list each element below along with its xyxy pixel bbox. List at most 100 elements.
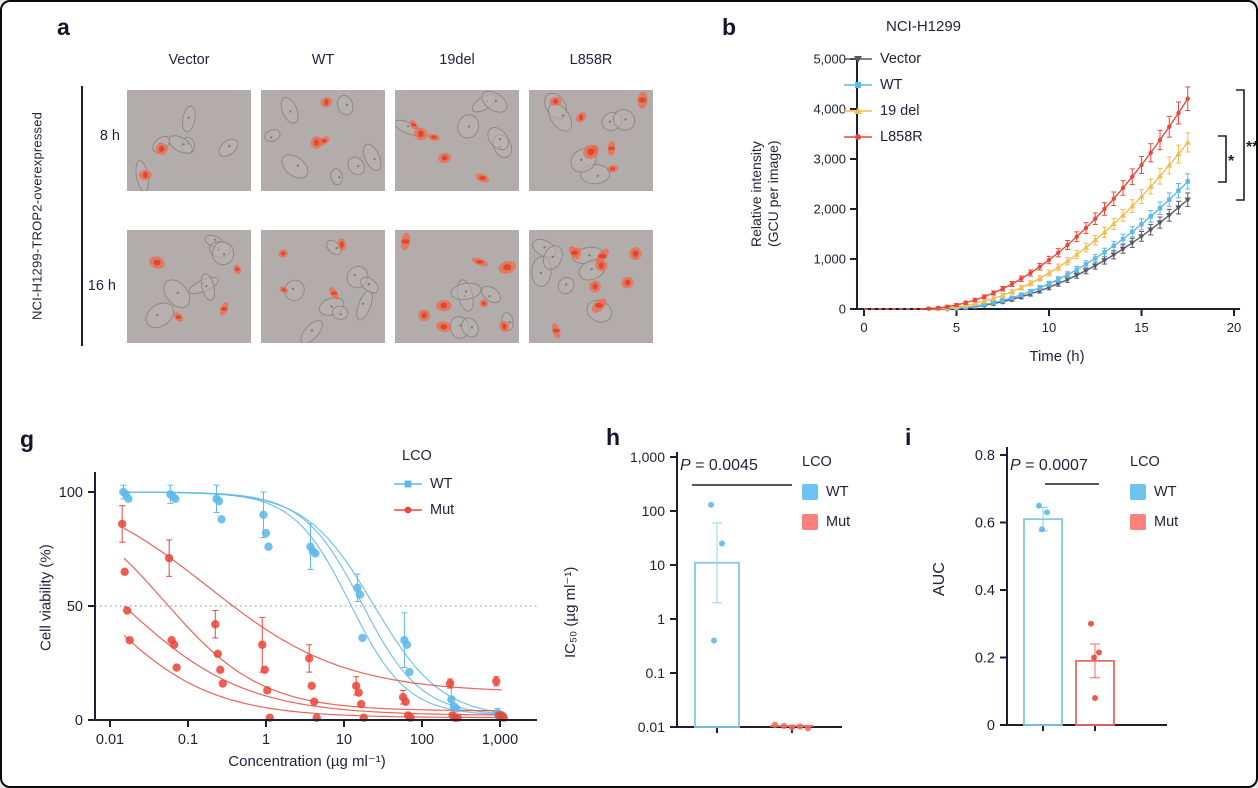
b-ytick: 5,000 [813, 52, 846, 67]
data-point [120, 567, 129, 576]
b-xtick: 15 [1134, 320, 1148, 335]
fit-curve [123, 634, 502, 719]
marker-square [1130, 229, 1135, 234]
legend-marker-19del [844, 107, 872, 114]
h-ytick: 10 [649, 557, 665, 573]
data-point [213, 649, 222, 659]
panel-g-xlabel: Concentration (µg ml⁻¹) [228, 753, 386, 770]
marker-square [1139, 222, 1144, 227]
data-point [354, 688, 363, 697]
g-xtick: 0.01 [96, 732, 124, 748]
marker-square [1019, 292, 1024, 297]
marker-circle [1074, 234, 1079, 239]
data-point [355, 590, 365, 599]
data-point [164, 553, 174, 563]
marker-circle [1065, 242, 1070, 248]
marker-triangle-down [1138, 234, 1145, 240]
legend-label-mut: Mut [1154, 514, 1179, 530]
legend-label-l858r: L858R [880, 129, 923, 145]
marker-circle [855, 134, 861, 140]
cell-outline [284, 279, 305, 302]
panel-h-pvalue: P = 0.0045 [680, 457, 758, 474]
marker-circle [926, 306, 931, 311]
marker-triangle-up [854, 107, 862, 114]
legend-marker-l858r [844, 134, 872, 140]
marker-triangle-down [1175, 205, 1182, 211]
marker-circle [1176, 110, 1181, 116]
g-axes: 0 50 100 0.01 0.1 1 10 100 1,000 [59, 472, 537, 748]
h-ytick: 1 [657, 611, 665, 627]
data-point [122, 606, 132, 615]
marker-circle [945, 304, 950, 309]
micrograph-19del-8-h [393, 90, 519, 191]
marker-square [1074, 267, 1079, 272]
marker-triangle-up [1073, 251, 1080, 257]
marker-square [1093, 256, 1098, 261]
marker-square [972, 304, 978, 309]
cell-outline [200, 273, 216, 301]
marker-triangle-up [971, 300, 979, 306]
marker-circle [1037, 264, 1042, 269]
cell-outline [481, 285, 502, 304]
marker-circle [1185, 96, 1190, 101]
cell-outline [613, 109, 636, 131]
panel-i-legend: LCO WT Mut [1130, 454, 1178, 537]
legend-title-lco: LCO [1130, 454, 1160, 470]
marker-triangle-up [1166, 162, 1173, 168]
marker-triangle-up [990, 295, 997, 301]
legend-label-vector: Vector [880, 51, 922, 67]
marker-circle [991, 290, 996, 296]
panel-a-side-label: NCI-H1299-TROP2-overexpressed [29, 111, 45, 321]
panel-a-bracket-line [81, 86, 83, 346]
data-point [218, 679, 227, 688]
micrograph-wt-16-h [261, 230, 385, 344]
cell-outline [336, 94, 354, 116]
cell-outline [281, 154, 309, 179]
marker-circle [1102, 206, 1107, 212]
g-xtick: 100 [410, 732, 434, 748]
g-ytick: 50 [67, 599, 83, 615]
h-ytick: 1,000 [630, 449, 665, 465]
col-label-vector: Vector [168, 52, 210, 68]
h-ytick: 100 [642, 503, 666, 519]
marker-square [1102, 250, 1107, 255]
wt-point [1039, 526, 1045, 533]
data-point [172, 663, 181, 672]
marker-square [1028, 289, 1033, 294]
panel-g-ylabel: Cell viability (%) [37, 544, 55, 652]
data-point [117, 519, 127, 529]
data-point [258, 640, 267, 649]
marker-circle [954, 302, 959, 308]
mut-point [1096, 649, 1102, 656]
col-label-l858r: L858R [569, 52, 613, 68]
panel-b-legend: Vector WT 19 del L858R [844, 46, 923, 150]
i-ytick: 0.4 [975, 583, 995, 599]
legend-label-mut: Mut [430, 502, 455, 518]
marker-triangle-down [1110, 252, 1117, 259]
micrograph-vector-8-h [127, 90, 251, 193]
wt-point [711, 637, 717, 644]
marker-triangle-down [1101, 258, 1108, 264]
data-point [447, 695, 456, 704]
data-point [492, 677, 501, 686]
marker-circle [1120, 185, 1126, 191]
legend-label-mut: Mut [826, 514, 851, 530]
panel-h-legend: LCO WT Mut [802, 454, 850, 537]
marker-circle [982, 294, 987, 299]
mut-point [1088, 620, 1094, 627]
legend-label-19del: 19 del [880, 103, 920, 119]
marker-square [1167, 197, 1172, 202]
legend-label-wt: WT [880, 77, 903, 93]
panel-b-xlabel: Time (h) [1029, 348, 1085, 365]
panel-h-ylabel: IC₅₀ (µg ml⁻¹) [562, 566, 579, 658]
marker-square [1111, 243, 1116, 248]
marker-triangle-down [1055, 281, 1062, 287]
marker-triangle-up [1082, 244, 1090, 250]
micrograph-19del-16-h [395, 230, 519, 343]
i-bar-wt [1023, 502, 1063, 726]
data-point [259, 510, 268, 519]
data-point [260, 665, 269, 675]
marker-triangle-down [1073, 273, 1080, 279]
b-xtick: 20 [1227, 320, 1241, 335]
marker-triangle-down [1119, 246, 1127, 253]
